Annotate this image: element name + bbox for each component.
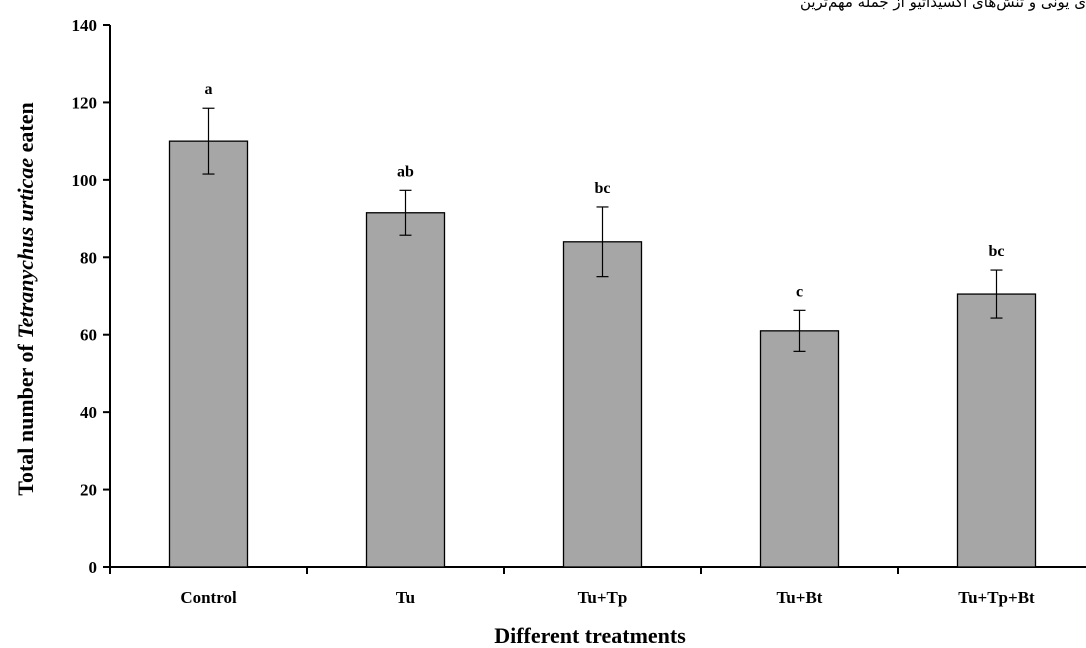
y-tick-label: 60 bbox=[80, 326, 97, 345]
x-axis-title: Different treatments bbox=[494, 623, 686, 648]
y-axis-title-species: Tetranychus urticae bbox=[13, 158, 38, 339]
y-tick-label: 40 bbox=[80, 403, 97, 422]
category-label: Control bbox=[180, 588, 237, 607]
y-tick-label: 20 bbox=[80, 481, 97, 500]
significance-letter: c bbox=[796, 283, 803, 300]
y-axis: 0 20 40 60 80 100 120 140 bbox=[72, 16, 111, 577]
category-label: Tu+Tp bbox=[578, 588, 628, 607]
y-tick-label: 100 bbox=[72, 171, 98, 190]
category-labels-group: Control Tu Tu+Tp Tu+Bt Tu+Tp+Bt bbox=[180, 588, 1035, 607]
category-label: Tu bbox=[396, 588, 415, 607]
header-text-fragment: ی یونی و تنش‌های اکسیداتیو از جمله مهم‌ت… bbox=[799, 0, 1086, 11]
bar bbox=[365, 212, 446, 568]
bar bbox=[759, 330, 840, 568]
bar bbox=[956, 293, 1037, 568]
y-axis-title-suffix: eaten bbox=[13, 102, 38, 158]
significance-labels-group: a ab bc c bc bbox=[205, 81, 1005, 300]
y-axis-title-prefix: Total number of bbox=[13, 339, 38, 496]
bar bbox=[562, 241, 643, 568]
significance-letter: bc bbox=[595, 180, 611, 197]
significance-letter: bc bbox=[989, 243, 1005, 260]
category-label: Tu+Bt bbox=[777, 588, 823, 607]
bars-group bbox=[168, 140, 1037, 568]
bar bbox=[168, 140, 249, 568]
x-axis bbox=[109, 566, 1086, 574]
significance-letter: ab bbox=[397, 163, 414, 180]
y-tick-label: 0 bbox=[89, 558, 98, 577]
y-tick-label: 140 bbox=[72, 16, 98, 35]
category-label: Tu+Tp+Bt bbox=[958, 588, 1035, 607]
y-tick-label: 80 bbox=[80, 248, 97, 267]
y-tick-label: 120 bbox=[72, 93, 98, 112]
y-axis-title: Total number of Tetranychus urticae eate… bbox=[13, 102, 38, 495]
significance-letter: a bbox=[205, 81, 213, 98]
error-bars-group bbox=[202, 107, 1003, 352]
